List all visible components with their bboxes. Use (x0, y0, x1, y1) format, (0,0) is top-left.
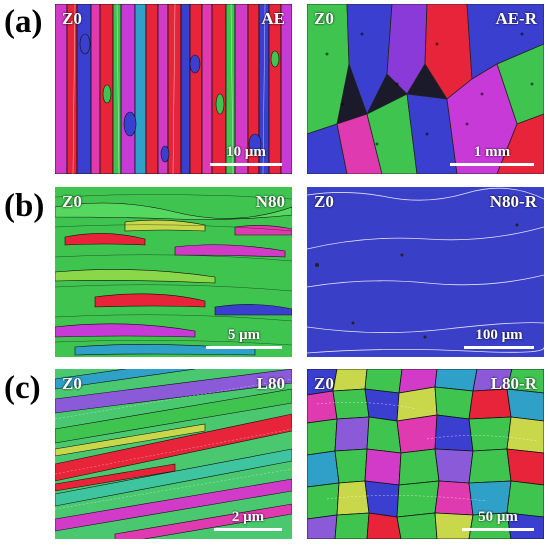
n80-r-sample-tag: Z0 (314, 192, 334, 211)
l80-r-sample-tag: Z0 (314, 374, 334, 393)
n80-scale-label: 5 μm (227, 327, 261, 343)
panel-ae-r-map: Z0 AE-R 1 mm (307, 4, 544, 174)
n80-condition-tag: N80 (255, 192, 285, 211)
l80-scale-label: 2 μm (231, 509, 265, 525)
ae-scale-bar: 10 μm (210, 145, 282, 166)
l80-orientation-map (55, 369, 292, 539)
n80-r-orientation-map (307, 187, 544, 357)
l80-sample-tag: Z0 (62, 374, 82, 393)
ae-sample-tag: Z0 (62, 9, 82, 28)
l80-r-orientation-map (307, 369, 544, 539)
l80-scale-bar: 2 μm (214, 510, 282, 531)
row-label-a: (a) (4, 4, 43, 40)
ae-r-sample-tag: Z0 (314, 9, 334, 28)
row-label-b: (b) (4, 188, 45, 224)
ae-r-condition-tag: AE-R (495, 9, 537, 28)
panel-ae-map: Z0 AE 10 μm (55, 4, 292, 174)
panel-n80-map: Z0 N80 5 μm (55, 187, 292, 357)
ae-condition-tag: AE (261, 9, 285, 28)
n80-scale-bar: 5 μm (206, 328, 282, 349)
l80-r-scale-bar: 50 μm (462, 510, 534, 531)
ae-r-orientation-map (307, 4, 544, 174)
n80-r-scale-label: 100 μm (475, 327, 523, 343)
l80-r-condition-tag: L80-R (490, 374, 537, 393)
ae-scale-label: 10 μm (226, 144, 266, 160)
n80-r-scale-bar: 100 μm (464, 328, 534, 349)
ae-r-scale-bar: 1 mm (450, 145, 534, 166)
ae-r-scale-label: 1 mm (473, 144, 511, 160)
n80-sample-tag: Z0 (62, 192, 82, 211)
l80-r-scale-label: 50 μm (478, 509, 518, 525)
panel-l80-r-map: Z0 L80-R 50 μm (307, 369, 544, 539)
row-label-c: (c) (4, 370, 41, 406)
l80-condition-tag: L80 (256, 374, 285, 393)
n80-r-condition-tag: N80-R (489, 192, 537, 211)
panel-n80-r-map: Z0 N80-R 100 μm (307, 187, 544, 357)
ae-orientation-map (55, 4, 292, 174)
panel-l80-map: Z0 L80 2 μm (55, 369, 292, 539)
